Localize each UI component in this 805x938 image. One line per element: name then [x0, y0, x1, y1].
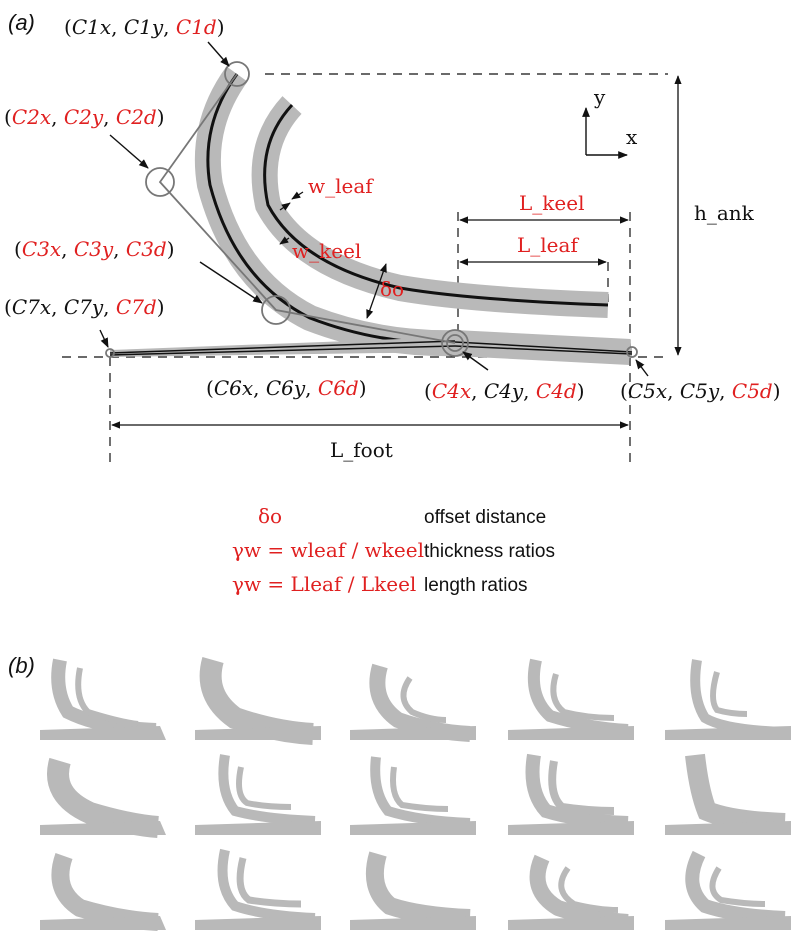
label-c6: (C6x, C6y, C6d)	[206, 376, 367, 400]
design-variant	[40, 658, 166, 740]
panel-a-label: (a)	[8, 10, 35, 35]
pointer-arrows	[99, 41, 649, 377]
control-point-c6	[446, 334, 464, 352]
legend-symbol-2: γw = wleaf / wkeel	[232, 538, 424, 562]
control-polygon	[105, 61, 638, 358]
control-point-c7	[105, 348, 115, 358]
panel-b-label: (b)	[8, 653, 35, 678]
label-c1: (C1x, C1y, C1d)	[64, 15, 225, 39]
control-point-c2	[145, 167, 175, 197]
label-h-ank: h_ank	[694, 201, 755, 225]
design-variant	[40, 853, 166, 931]
axis-y-label: y	[593, 85, 606, 109]
control-point-c3	[261, 295, 291, 325]
legend-desc-1: offset distance	[424, 507, 546, 528]
leaf-blade	[251, 96, 609, 318]
legend-desc-3: length ratios	[424, 575, 528, 596]
design-variant	[350, 663, 476, 742]
design-variant	[508, 658, 634, 740]
design-variant	[665, 850, 791, 930]
design-variant	[40, 757, 166, 838]
design-variant	[665, 753, 791, 835]
label-w-keel: w_keel	[292, 239, 361, 263]
legend-symbol-3: γw = Lleaf / Lkeel	[232, 572, 416, 596]
offset-arrow	[366, 263, 387, 319]
label-c5: (C5x, C5y, C5d)	[620, 379, 781, 403]
label-l-foot: L_foot	[330, 438, 393, 462]
label-c2: (C2x, C2y, C2d)	[4, 105, 165, 129]
control-point-c1	[224, 61, 250, 87]
label-c3: (C3x, C3y, C3d)	[14, 237, 175, 261]
width-arrows	[279, 191, 304, 245]
legend-desc-2: thickness ratios	[424, 541, 555, 562]
legend-symbol-1: δo	[258, 504, 282, 528]
design-variant	[508, 854, 634, 930]
label-l-leaf: L_leaf	[517, 233, 579, 257]
axes-glyph	[582, 107, 628, 159]
design-variant	[195, 656, 321, 745]
label-w-leaf: w_leaf	[308, 174, 374, 198]
label-c7: (C7x, C7y, C7d)	[4, 295, 165, 319]
axis-x-label: x	[626, 125, 638, 149]
design-variant	[665, 659, 791, 740]
control-point-c5	[626, 346, 638, 358]
label-delta-o: δo	[380, 277, 404, 301]
control-point-c4	[441, 329, 469, 357]
design-variant	[350, 851, 476, 930]
label-l-keel: L_keel	[519, 191, 584, 215]
design-gallery	[40, 656, 791, 931]
design-variant	[195, 754, 321, 835]
parameter-legend: δo offset distance γw = wleaf / wkeel th…	[232, 504, 555, 596]
design-variant	[508, 753, 634, 835]
foot-plate	[109, 337, 633, 358]
design-variant	[195, 848, 321, 930]
label-c4: (C4x, C4y, C4d)	[424, 379, 585, 403]
design-variant	[350, 756, 476, 835]
